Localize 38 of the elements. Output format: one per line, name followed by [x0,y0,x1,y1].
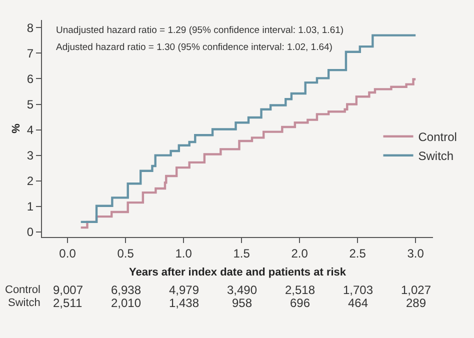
y-tick-label: 6 [26,72,34,86]
text: Control [5,284,40,296]
x-tick-label: 2.0 [291,246,308,260]
x-tick-label: 2.5 [349,246,366,260]
y-tick-label: 1 [26,200,34,214]
text: 1,703 [343,283,374,297]
text: 4,979 [169,283,200,297]
legend-label: Switch [418,149,454,164]
text: 958 [232,296,252,310]
text: 3,490 [227,283,258,297]
text: Switch [8,297,40,309]
text: 2,518 [285,283,316,297]
y-tick-label: 2 [26,174,34,188]
y-tick-label: 8 [26,20,34,35]
text: 2,511 [53,296,82,310]
y-tick-label: 0 [26,225,34,240]
text: 6,938 [111,283,142,297]
text: 1,438 [169,296,200,310]
y-tick-label: 5 [26,97,34,112]
text: 2,010 [111,296,142,310]
x-tick-label: 0.0 [59,246,76,260]
text: 289 [406,296,426,310]
text: 464 [348,296,368,310]
text: 1,027 [401,283,432,297]
text: 696 [290,296,310,310]
x-tick-label: 0.5 [117,246,134,260]
x-tick-label: 1.5 [233,246,250,260]
x-tick-label: 1.0 [175,246,192,260]
text: 9,007 [53,283,84,297]
y-axis-title: % [10,123,23,134]
x-tick-label: 3.0 [407,246,424,260]
x-axis-title: Years after index date and patients at risk [128,266,347,279]
legend-label: Control [418,130,457,144]
y-tick-label: 4 [26,122,34,137]
y-tick-label: 3 [26,148,34,163]
annotation: Adjusted hazard ratio = 1.30 (95% confidence interval: 1.02, 1.64) [56,42,332,53]
annotation: Unadjusted hazard ratio = 1.29 (95% confidence interval: 1.03, 1.61) [56,25,344,36]
y-tick-label: 7 [26,46,34,60]
